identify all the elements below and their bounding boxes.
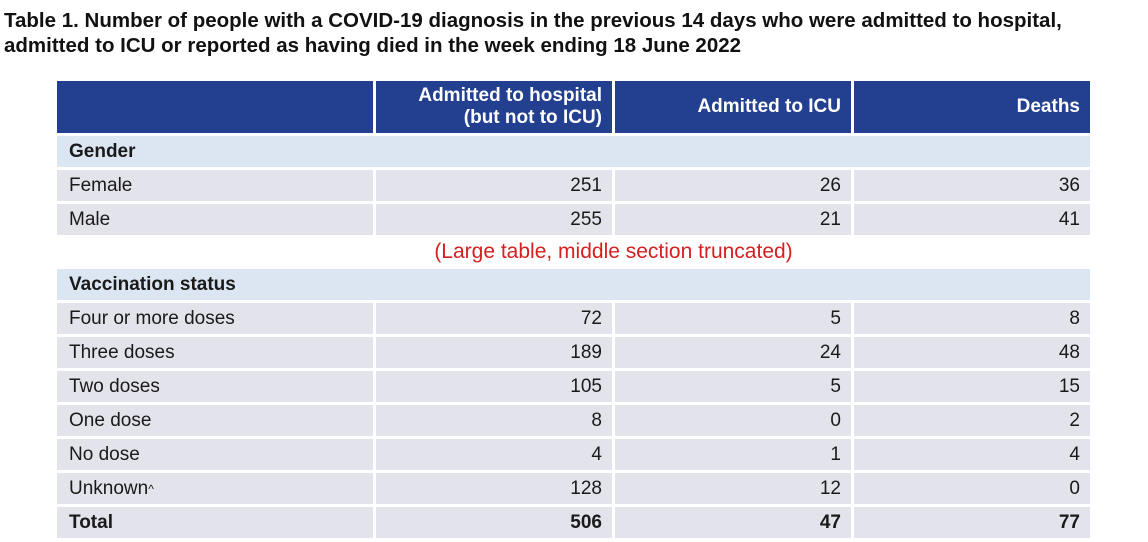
- icu-value: 5: [615, 371, 851, 402]
- total-deaths: 77: [854, 507, 1090, 538]
- row-label: Male: [57, 204, 373, 235]
- icu-value: 5: [615, 303, 851, 334]
- header-hospital-line-1: Admitted to hospital: [418, 85, 602, 106]
- table-row: No dose 4 1 4: [57, 439, 1090, 470]
- section-gender: Gender: [57, 136, 1090, 167]
- deaths-value: 48: [854, 337, 1090, 368]
- hospital-value: 251: [376, 170, 612, 201]
- hospital-value: 105: [376, 371, 612, 402]
- icu-value: 24: [615, 337, 851, 368]
- section-label-gender: Gender: [57, 136, 1090, 167]
- icu-value: 12: [615, 473, 851, 504]
- hospital-value: 4: [376, 439, 612, 470]
- total-label: Total: [57, 507, 373, 538]
- table-title-line-2: admitted to ICU or reported as having di…: [4, 34, 742, 57]
- table-row: Unknown ^ 128 12 0: [57, 473, 1090, 504]
- row-label: One dose: [57, 405, 373, 436]
- covid-table: Admitted to hospital (but not to ICU) Ad…: [57, 81, 1090, 541]
- table-row: Three doses 189 24 48: [57, 337, 1090, 368]
- deaths-value: 41: [854, 204, 1090, 235]
- table-title: Table 1. Number of people with a COVID-1…: [4, 8, 1144, 58]
- section-label-vaccination: Vaccination status: [57, 269, 1090, 300]
- table-row: Male 255 21 41: [57, 204, 1090, 235]
- footnote-marker: ^: [148, 481, 154, 496]
- table-header-row: Admitted to hospital (but not to ICU) Ad…: [57, 81, 1090, 133]
- icu-value: 26: [615, 170, 851, 201]
- hospital-value: 72: [376, 303, 612, 334]
- table-row: Female 251 26 36: [57, 170, 1090, 201]
- header-icu: Admitted to ICU: [615, 81, 851, 133]
- total-row: Total 506 47 77: [57, 507, 1090, 538]
- truncation-note: (Large table, middle section truncated): [434, 240, 793, 263]
- row-label: Three doses: [57, 337, 373, 368]
- table-title-line-1: Table 1. Number of people with a COVID-1…: [4, 9, 1062, 32]
- header-hospital-line-2: (but not to ICU): [463, 107, 602, 128]
- hospital-value: 8: [376, 405, 612, 436]
- section-vaccination: Vaccination status: [57, 269, 1090, 300]
- total-hospital: 506: [376, 507, 612, 538]
- row-label: Four or more doses: [57, 303, 373, 334]
- hospital-value: 255: [376, 204, 612, 235]
- total-icu: 47: [615, 507, 851, 538]
- deaths-value: 36: [854, 170, 1090, 201]
- table-row: Two doses 105 5 15: [57, 371, 1090, 402]
- row-label-unknown: Unknown ^: [57, 473, 373, 504]
- hospital-value: 189: [376, 337, 612, 368]
- header-deaths: Deaths: [854, 81, 1090, 133]
- deaths-value: 8: [854, 303, 1090, 334]
- table-row: One dose 8 0 2: [57, 405, 1090, 436]
- deaths-value: 4: [854, 439, 1090, 470]
- icu-value: 1: [615, 439, 851, 470]
- icu-value: 21: [615, 204, 851, 235]
- row-label: Two doses: [57, 371, 373, 402]
- row-label: No dose: [57, 439, 373, 470]
- row-label: Female: [57, 170, 373, 201]
- deaths-value: 2: [854, 405, 1090, 436]
- header-hospital: Admitted to hospital (but not to ICU): [376, 81, 612, 133]
- hospital-value: 128: [376, 473, 612, 504]
- header-empty-cell: [57, 81, 373, 133]
- icu-value: 0: [615, 405, 851, 436]
- deaths-value: 0: [854, 473, 1090, 504]
- deaths-value: 15: [854, 371, 1090, 402]
- row-label: Unknown: [69, 477, 149, 499]
- table-row: Four or more doses 72 5 8: [57, 303, 1090, 334]
